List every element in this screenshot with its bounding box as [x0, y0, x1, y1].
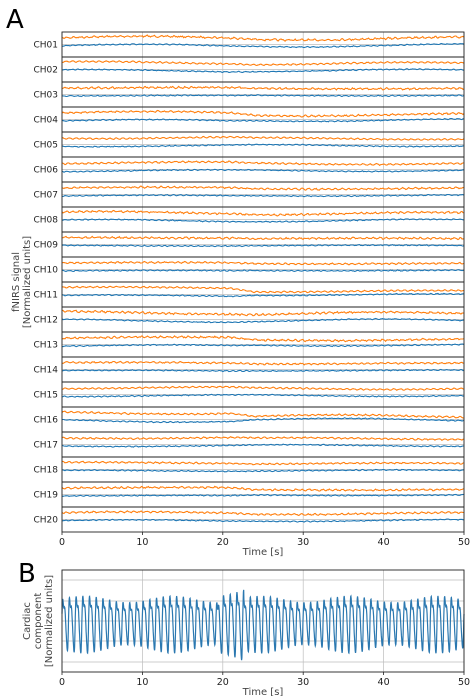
channel-label: CH10	[33, 266, 58, 276]
deoxy-trace	[61, 269, 465, 273]
channel-label: CH13	[33, 341, 58, 351]
deoxy-trace	[61, 417, 465, 424]
oxy-trace	[61, 185, 465, 191]
oxy-trace	[61, 485, 465, 492]
panel-b-xtick-label: 50	[458, 677, 470, 688]
panel-b-frame	[61, 569, 465, 673]
panel-b-ylabel-line1: Cardiac	[22, 602, 33, 640]
oxy-trace	[61, 60, 465, 67]
panel-a-ylabel-line2: [Normalized units]	[22, 236, 33, 328]
oxy-trace	[61, 85, 465, 91]
panel-b-xtick-label: 10	[136, 677, 148, 688]
deoxy-trace	[61, 493, 465, 498]
deoxy-trace	[61, 518, 464, 523]
oxy-trace	[61, 34, 465, 42]
oxy-trace	[62, 460, 465, 466]
deoxy-trace	[61, 243, 465, 248]
deoxy-trace	[61, 143, 465, 148]
panel-b-ylabel-line2: component	[33, 593, 44, 650]
panel-a-xtick-label: 0	[59, 537, 65, 548]
channel-label: CH20	[33, 516, 58, 526]
deoxy-trace	[61, 317, 465, 324]
oxy-trace	[61, 260, 465, 266]
panel-b-xtick-label: 20	[217, 677, 229, 688]
deoxy-trace	[61, 343, 465, 348]
channel-label: CH18	[33, 466, 58, 476]
channel-label: CH15	[33, 391, 58, 401]
panel-a-xtick-label: 50	[458, 537, 470, 548]
oxy-trace	[61, 510, 465, 516]
panel-a-letter: A	[6, 5, 24, 35]
deoxy-trace	[61, 368, 465, 373]
panel-a-xtick-label: 20	[217, 537, 229, 548]
channel-label: CH19	[33, 491, 58, 501]
channel-label: CH05	[33, 141, 58, 151]
panel-a-xtick-label: 30	[297, 537, 309, 548]
oxy-trace	[61, 360, 465, 366]
channel-label: CH11	[33, 291, 58, 301]
panel-a-xlabel: Time [s]	[242, 547, 284, 558]
deoxy-trace	[61, 117, 464, 123]
deoxy-trace	[61, 468, 465, 473]
panel-b-xtick-label: 30	[297, 677, 309, 688]
channel-label: CH03	[33, 91, 58, 101]
deoxy-trace	[61, 168, 465, 173]
channel-label: CH07	[33, 191, 58, 201]
deoxy-trace	[61, 292, 465, 298]
panel-a-frame	[61, 31, 465, 533]
channel-label: CH04	[33, 116, 58, 126]
panel-a-xtick-label: 10	[136, 537, 148, 548]
panel-b-xtick-label: 40	[378, 677, 390, 688]
panel-a-chart: CH01 CH02 CH03 CH04 CH05 CH06 CH07 CH08 CH09 CH10…	[33, 31, 470, 548]
oxy-trace	[61, 335, 465, 343]
panel-b-chart: 0 10 20 30 40 50	[59, 569, 470, 688]
channel-label: CH01	[33, 41, 58, 51]
channel-label: CH02	[33, 66, 58, 76]
oxy-trace	[61, 285, 465, 294]
panel-a-xtick-label: 40	[378, 537, 390, 548]
deoxy-trace	[61, 43, 465, 49]
oxy-trace	[61, 235, 465, 241]
panel-b-xtick-label: 0	[59, 677, 65, 688]
panel-b-xlabel: Time [s]	[242, 687, 284, 696]
channel-label: CH08	[33, 216, 58, 226]
cardiac-trace	[61, 589, 465, 661]
deoxy-trace	[61, 218, 465, 224]
panel-a-ylabel-line1: fNIRS signal	[11, 252, 22, 312]
oxy-trace	[61, 109, 465, 118]
oxy-trace	[61, 135, 465, 141]
panel-b-ylabel-line3: [Normalized units]	[44, 575, 55, 667]
channel-label: CH14	[33, 366, 58, 376]
channel-label: CH06	[33, 166, 58, 176]
oxy-trace	[61, 385, 465, 391]
oxy-trace	[61, 209, 465, 217]
channel-label: CH12	[33, 316, 58, 326]
deoxy-trace	[61, 94, 465, 98]
channel-label: CH09	[33, 241, 58, 251]
channel-label: CH17	[33, 441, 58, 451]
oxy-trace	[61, 410, 464, 419]
deoxy-trace	[61, 193, 465, 198]
channel-label: CH16	[33, 416, 58, 426]
deoxy-trace	[61, 393, 465, 398]
oxy-trace	[61, 436, 465, 441]
panel-b-letter: B	[18, 559, 36, 589]
oxy-trace	[61, 160, 465, 167]
deoxy-trace	[61, 68, 465, 73]
oxy-trace	[62, 309, 465, 317]
deoxy-trace	[61, 443, 464, 448]
